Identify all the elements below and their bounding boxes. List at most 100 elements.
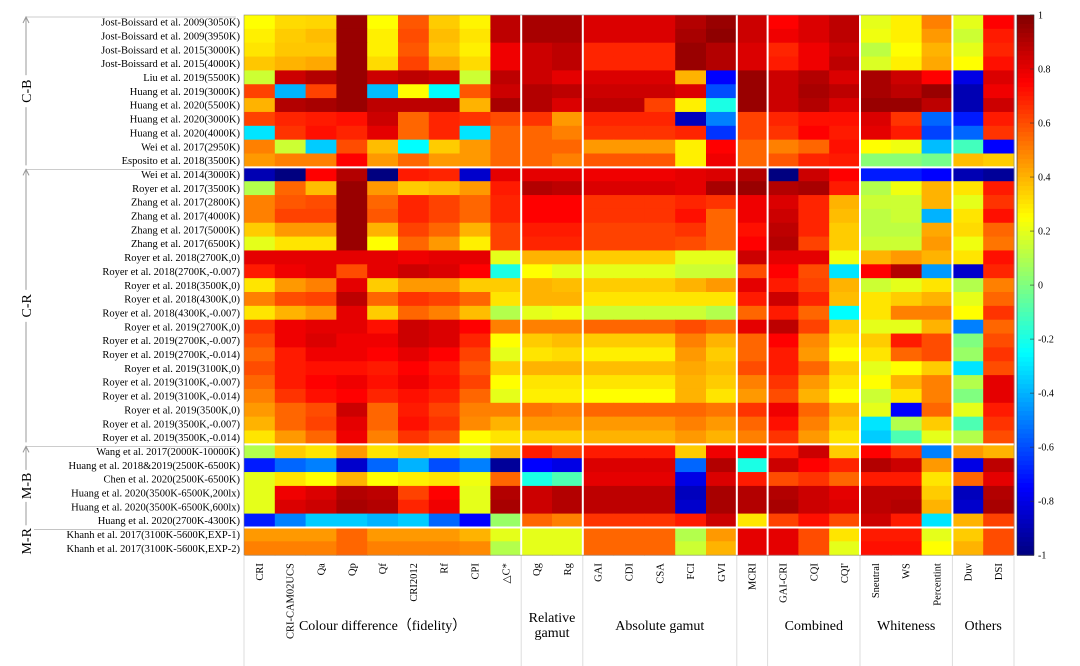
heatmap-cell xyxy=(305,361,337,376)
heatmap-cell xyxy=(890,195,923,210)
heatmap-cell xyxy=(552,250,584,265)
heatmap-cell xyxy=(644,402,676,418)
heatmap-cell xyxy=(582,167,615,182)
heatmap-cell xyxy=(952,236,984,251)
heatmap-cell xyxy=(305,388,337,404)
colorbar-band xyxy=(1017,37,1034,43)
heatmap-cell xyxy=(736,167,769,182)
heatmap-cell xyxy=(367,430,399,445)
heatmap-cell xyxy=(582,305,615,321)
heatmap-cell xyxy=(274,527,307,542)
heatmap-cell xyxy=(336,111,368,127)
heatmap-cell xyxy=(552,125,584,141)
colorbar-band xyxy=(1017,159,1034,165)
row-label: Zhang et al. 2017(6500K) xyxy=(131,239,241,250)
heatmap-cell xyxy=(860,458,892,473)
heatmap-cell xyxy=(829,430,861,445)
colorbar-tick-label: 0.2 xyxy=(1038,227,1051,238)
row-label: Jost-Boissard et al. 2009(3950K) xyxy=(101,31,240,42)
colorbar-band xyxy=(1017,483,1034,489)
heatmap-cell xyxy=(644,333,676,348)
colorbar-band xyxy=(1017,132,1034,138)
heatmap-cell xyxy=(244,125,276,141)
heatmap-cell xyxy=(767,305,799,321)
heatmap-cell xyxy=(798,416,830,431)
colorbar-band xyxy=(1017,420,1034,426)
heatmap-cell xyxy=(398,416,430,431)
heatmap-cell xyxy=(890,361,923,376)
heatmap-cell xyxy=(490,139,522,154)
heatmap-cell xyxy=(367,472,399,487)
heatmap-cell xyxy=(336,430,368,445)
heatmap-cell xyxy=(367,264,399,279)
heatmap-cell xyxy=(398,292,430,307)
row-label: Wei et al. 2014(3000K) xyxy=(141,170,240,181)
heatmap-cell xyxy=(952,319,984,335)
heatmap-cell xyxy=(613,527,645,542)
heatmap-cell xyxy=(552,485,584,501)
heatmap-cell xyxy=(767,430,799,445)
row-label: Royer et al. 2018(2700K,0) xyxy=(124,253,240,264)
column-label: GAI xyxy=(594,563,605,582)
heatmap-cell xyxy=(613,513,645,528)
column-label: Qf xyxy=(378,563,389,575)
heatmap-cell xyxy=(736,402,769,418)
heatmap-cell xyxy=(983,541,1015,556)
row-label: Jost-Boissard et al. 2015(3000K) xyxy=(101,45,240,56)
heatmap-cell xyxy=(952,98,984,113)
colorbar-band xyxy=(1017,487,1034,493)
heatmap-cell xyxy=(644,181,676,196)
heatmap-cell xyxy=(613,222,645,238)
heatmap-cell xyxy=(829,15,861,30)
heatmap-cell xyxy=(459,111,491,127)
heatmap-cell xyxy=(244,472,276,487)
heatmap-cell xyxy=(398,361,430,376)
colorbar-band xyxy=(1017,186,1034,192)
heatmap-cell xyxy=(398,195,430,210)
heatmap-cell xyxy=(552,28,584,44)
heatmap-cell xyxy=(490,278,522,293)
heatmap-cell xyxy=(798,499,830,515)
column-group-label: Absolute gamut xyxy=(615,619,704,634)
heatmap-cell xyxy=(767,402,799,418)
heatmap-cell xyxy=(552,416,584,431)
heatmap-cell xyxy=(952,181,984,196)
heatmap-cell xyxy=(736,56,769,71)
heatmap-cell xyxy=(521,485,553,501)
heatmap-cell xyxy=(829,292,861,307)
heatmap-cell xyxy=(706,42,738,58)
colorbar-band xyxy=(1017,451,1034,457)
heatmap-cell xyxy=(521,416,553,431)
heatmap-cell xyxy=(706,181,738,196)
colorbar-band xyxy=(1017,222,1034,228)
heatmap-cell xyxy=(582,333,615,348)
heatmap-cell xyxy=(613,167,645,182)
heatmap-cell xyxy=(613,264,645,279)
heatmap-cell xyxy=(305,485,337,501)
heatmap-cell xyxy=(798,153,830,168)
heatmap-cell xyxy=(398,375,430,390)
heatmap-cell xyxy=(952,292,984,307)
heatmap-cell xyxy=(706,28,738,44)
heatmap-cell xyxy=(613,236,645,251)
heatmap-cell xyxy=(767,444,799,459)
heatmap-cell xyxy=(736,125,769,141)
heatmap-cell xyxy=(367,15,399,30)
heatmap-cell xyxy=(706,305,738,321)
heatmap-cell xyxy=(428,541,461,556)
heatmap-cell xyxy=(274,388,307,404)
heatmap-cell xyxy=(890,111,923,127)
row-group-arrow xyxy=(22,445,30,453)
heatmap-cell xyxy=(921,222,953,238)
heatmap-cell xyxy=(552,153,584,168)
heatmap-cell xyxy=(459,167,491,182)
heatmap-cell xyxy=(521,222,553,238)
heatmap-cell xyxy=(582,15,615,30)
heatmap-cell xyxy=(613,42,645,58)
heatmap-cell xyxy=(675,139,707,154)
heatmap-cell xyxy=(983,153,1015,168)
heatmap-cell xyxy=(860,222,892,238)
colorbar-band xyxy=(1017,298,1034,304)
heatmap-cell xyxy=(305,333,337,348)
colorbar-band xyxy=(1017,456,1034,462)
